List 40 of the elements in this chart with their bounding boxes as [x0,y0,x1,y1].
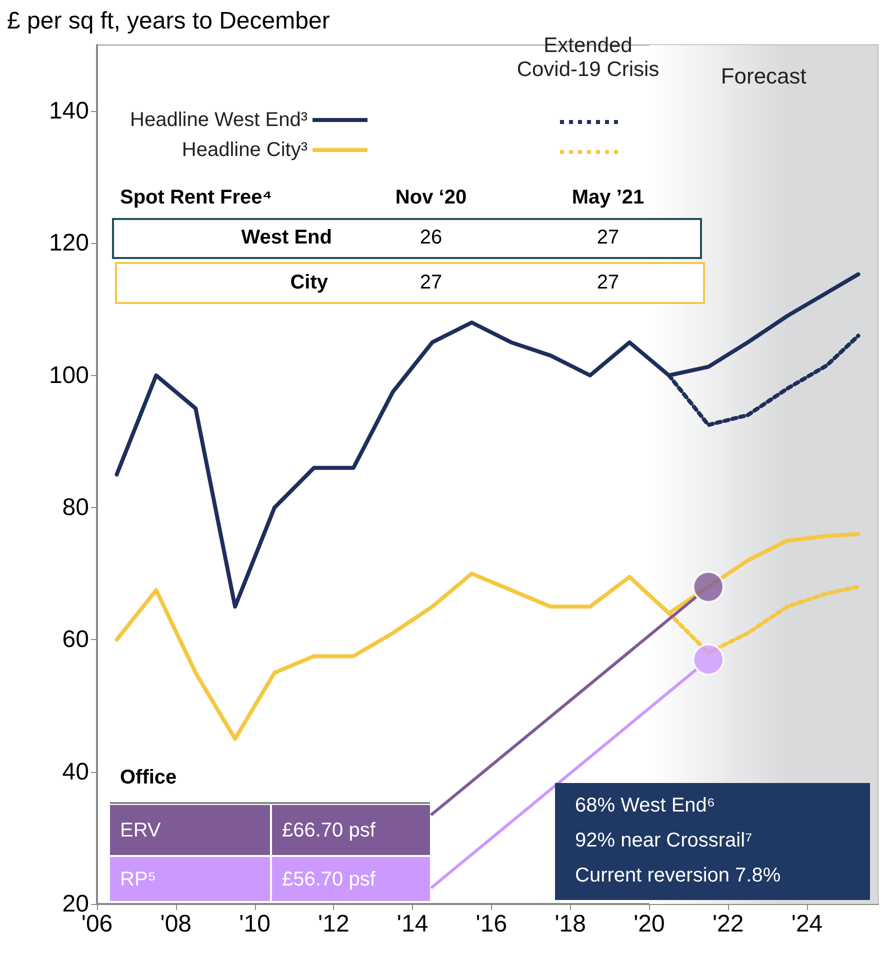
x-tick-label: '06 [81,910,113,938]
annotation: 27 [596,272,620,294]
annotation: RP⁵ [120,868,156,892]
x-tick-label: '20 [634,910,665,938]
annotation: Nov ‘20 [395,186,467,210]
y-tick-label: 100 [48,362,89,389]
x-tick-label: '08 [160,910,192,938]
y-tick-label: 60 [62,626,89,654]
y-axis-title: £ per sq ft, years to December [7,8,330,34]
x-tick-label: '12 [318,910,350,938]
x-tick-label: '18 [554,910,586,938]
x-tick-label: '10 [239,910,270,938]
annotation: £66.70 psf [282,820,376,842]
y-tick-label: 80 [62,494,89,522]
annotation: Office [120,766,177,790]
y-tick-label: 140 [48,98,89,125]
annotation: 68% West End⁶ [575,794,716,818]
x-tick-label: '24 [791,910,823,938]
line-series [114,532,860,741]
x-tick-label: '14 [396,910,428,938]
band-label: Forecast [720,64,806,88]
annotation: West End [241,226,332,250]
y-tick-label: 40 [62,758,89,786]
legend-label: Headline West End³ [130,109,308,131]
annotation: ERV [120,820,161,842]
annotation: 26 [420,226,442,250]
annotation: 27 [596,226,620,250]
line-series [114,272,860,609]
annotation: 92% near Crossrail⁷ [575,830,752,852]
annotation: 27 [420,272,442,294]
x-tick-label: '16 [476,910,508,938]
x-tick-label: '22 [712,910,744,938]
y-tick-label: 120 [48,230,89,257]
legend-label: Headline City³ [182,139,308,161]
annotation: Extended Covid-19 Crisis [516,34,660,82]
annotation: Spot Rent Free⁴ [120,186,272,210]
annotation: £56.70 psf [282,868,376,892]
annotation: City [290,272,328,294]
annotation: May ’21 [572,186,644,210]
annotation: Current reversion 7.8% [575,864,781,888]
